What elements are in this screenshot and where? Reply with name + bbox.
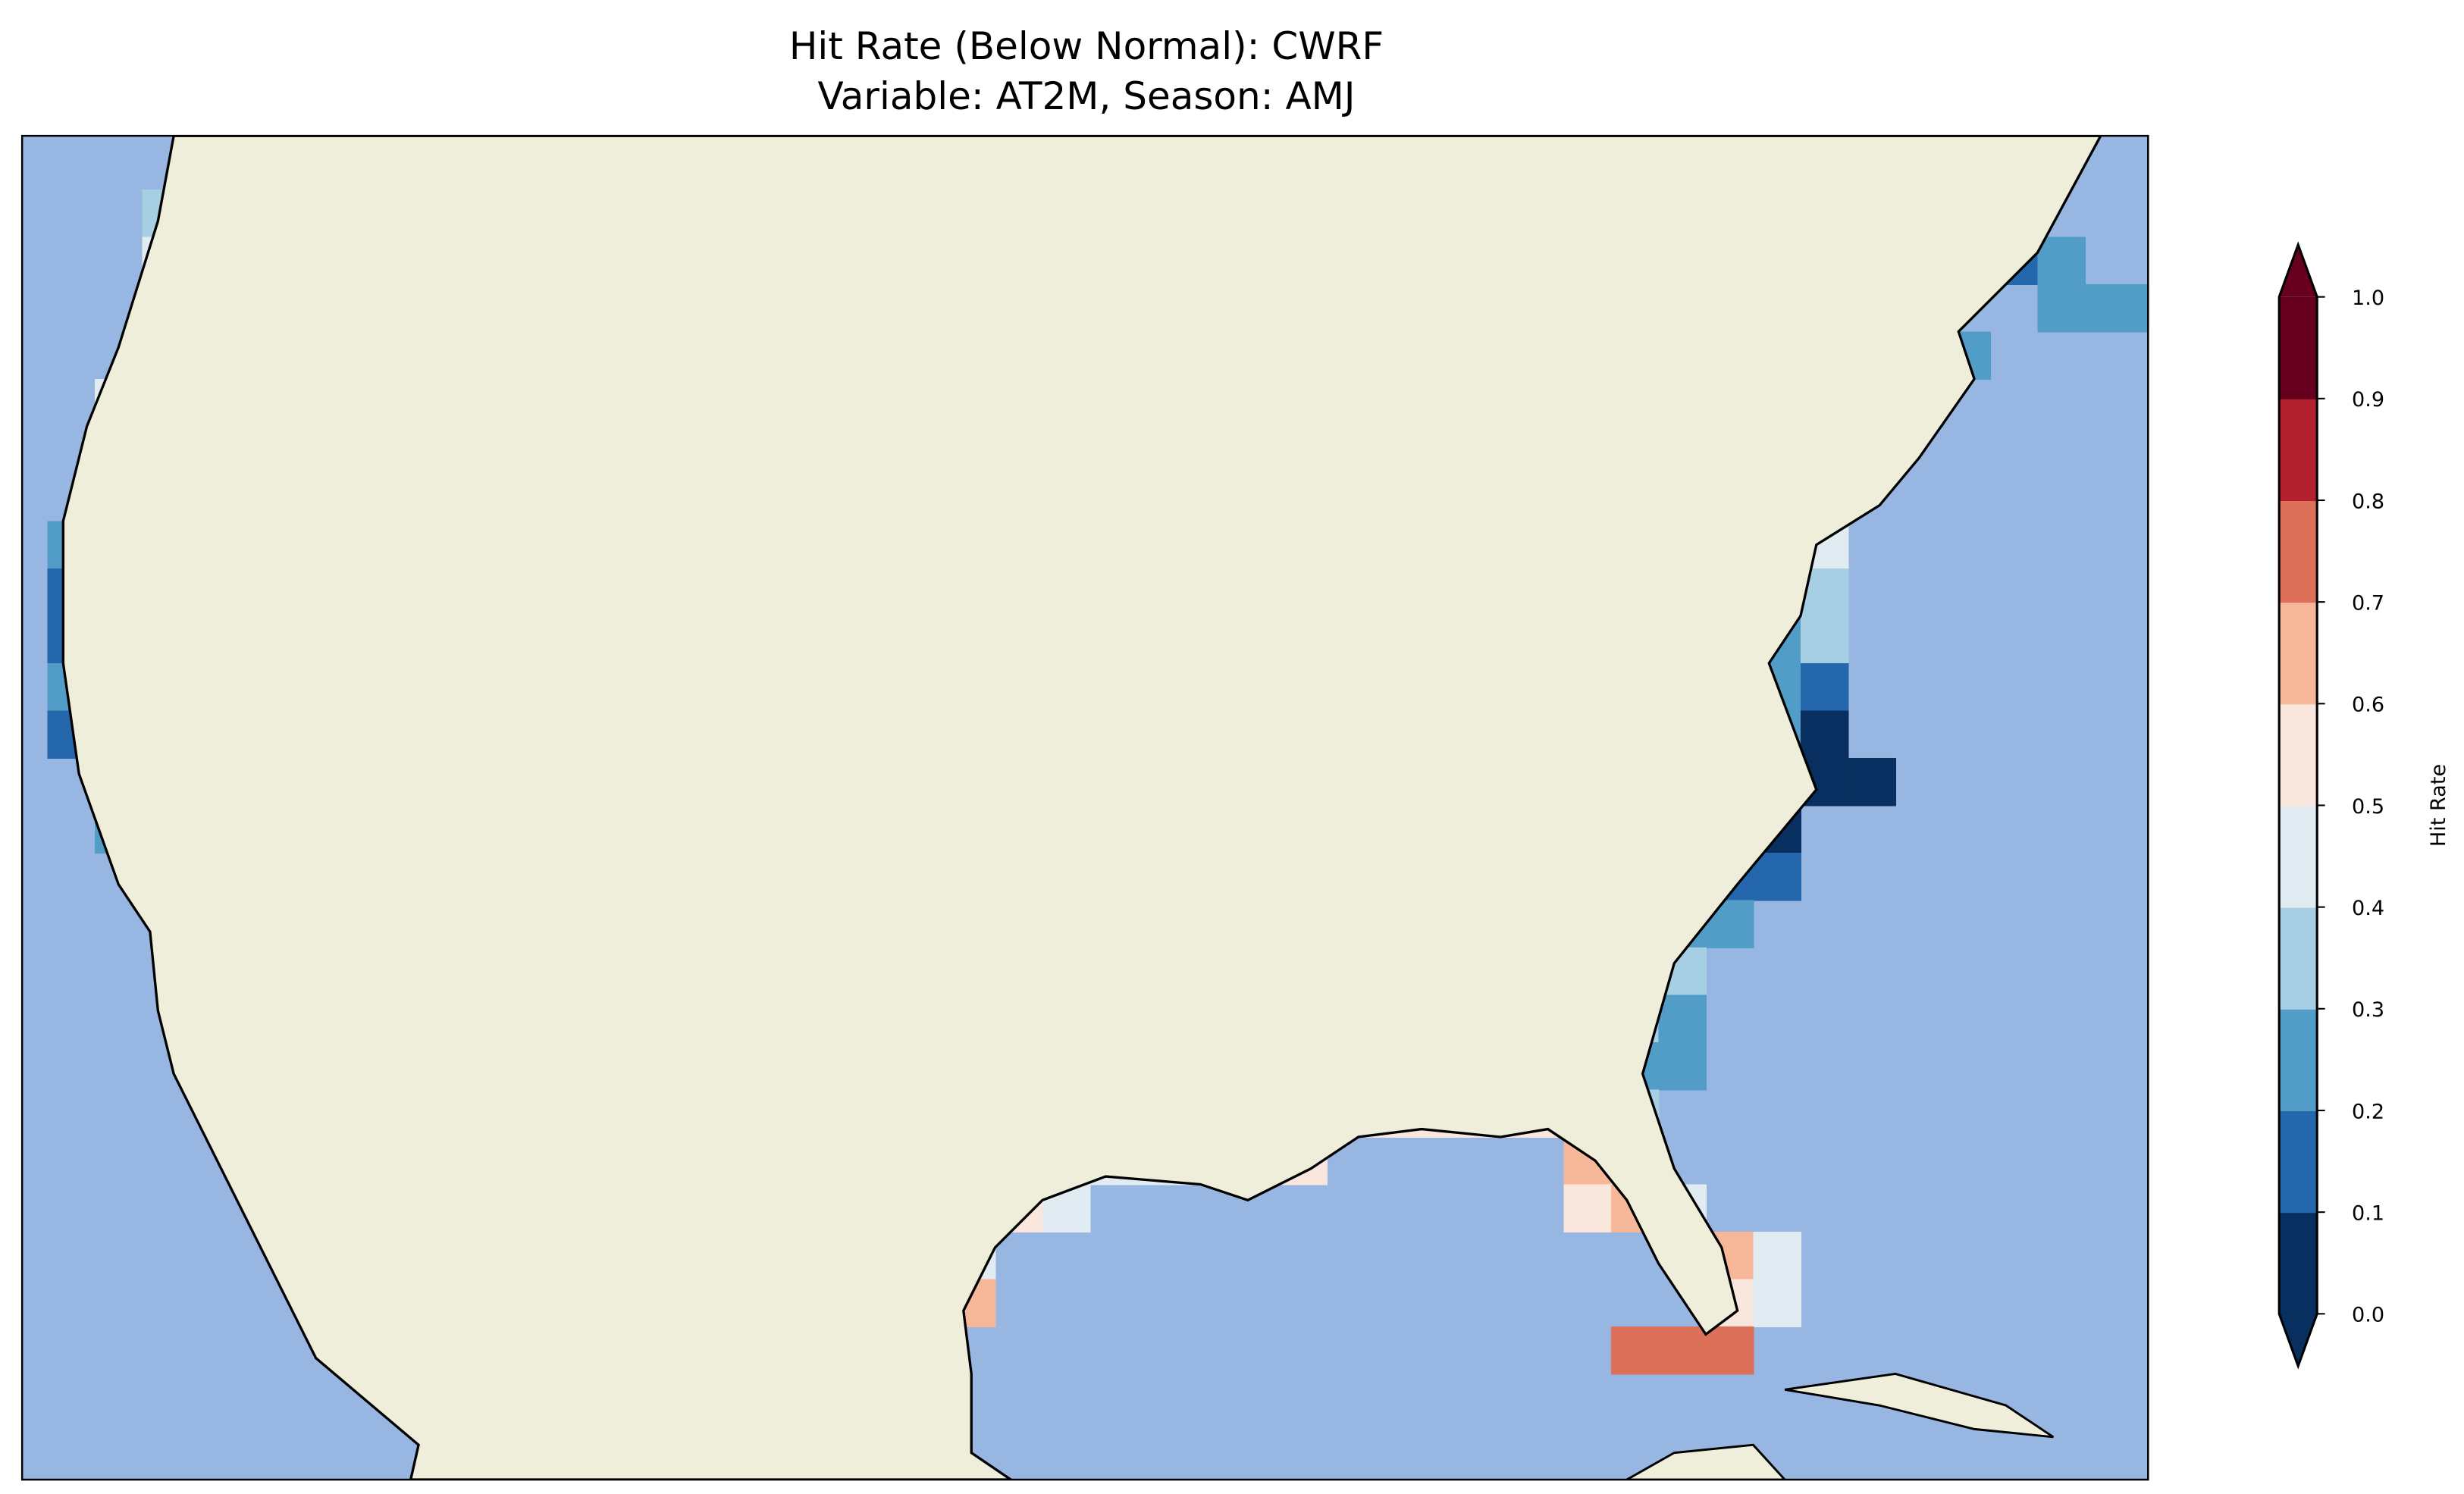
colorbar-tick-label: 0.4	[2352, 897, 2384, 920]
grid-cell	[1658, 1041, 1707, 1091]
title-line-2: Variable: AT2M, Season: AMJ	[817, 74, 1356, 118]
title-line-1: Hit Rate (Below Normal): CWRF	[788, 24, 1384, 68]
grid-cell	[1753, 1231, 1802, 1280]
grid-cell	[2037, 236, 2086, 286]
grid-cell	[1563, 1184, 1613, 1233]
colorbar-tick-label: 0.9	[2352, 388, 2384, 412]
figure-title: Hit Rate (Below Normal): CWRF Variable: …	[0, 21, 2173, 121]
colorbar-tick-label: 1.0	[2352, 287, 2384, 310]
grid-cell	[1800, 662, 1849, 712]
colorbar-tick-label: 0.3	[2352, 998, 2384, 1022]
colorbar-extend-max	[2279, 244, 2318, 297]
land-cuba	[1784, 1372, 2055, 1439]
colorbar-tick-label: 0.0	[2352, 1304, 2384, 1327]
colorbar-tick-label: 0.8	[2352, 490, 2384, 513]
grid-cell	[1705, 1326, 1754, 1375]
grid-cell	[1800, 615, 1849, 665]
colorbar-tick-label: 0.2	[2352, 1100, 2384, 1123]
grid-cell	[1658, 994, 1707, 1044]
colorbar-bin	[2279, 1008, 2318, 1112]
colorbar: 0.0 0.1 0.2 0.3 0.4 0.5 0.6 0.7 0.8 0.9 1.0 Hit Ra…	[2277, 241, 2450, 1370]
colorbar-bin	[2279, 398, 2318, 502]
colorbar-bin	[2279, 1212, 2318, 1315]
colorbar-tick-label: 0.6	[2352, 694, 2384, 717]
colorbar-label: Hit Rate	[2427, 764, 2450, 847]
colorbar-bin	[2279, 805, 2318, 908]
colorbar-bin	[2279, 1110, 2318, 1214]
colorbar-bin	[2279, 703, 2318, 807]
grid-cell	[1800, 710, 1849, 760]
map-axes	[22, 136, 2149, 1480]
colorbar-bin	[2279, 296, 2318, 399]
colorbar-tick-label: 0.5	[2352, 795, 2384, 819]
map-frame	[20, 134, 2149, 1481]
colorbar-bin	[2279, 500, 2318, 603]
colorbar-bin	[2279, 907, 2318, 1010]
colorbar-extend-min	[2279, 1314, 2318, 1367]
land-yucatan	[1624, 1443, 1787, 1480]
grid-cell	[1753, 1279, 1802, 1328]
grid-cell	[2132, 283, 2149, 333]
colorbar-bin	[2279, 602, 2318, 705]
grid-cell	[1848, 757, 1897, 807]
grid-cell	[2037, 283, 2086, 333]
grid-cell	[2084, 283, 2133, 333]
grid-cell	[1610, 1326, 1660, 1375]
colorbar-tick-label: 0.1	[2352, 1202, 2384, 1226]
grid-cell	[1753, 852, 1802, 901]
grid-cell	[1658, 1326, 1707, 1375]
colorbar-tick-label: 0.7	[2352, 592, 2384, 615]
